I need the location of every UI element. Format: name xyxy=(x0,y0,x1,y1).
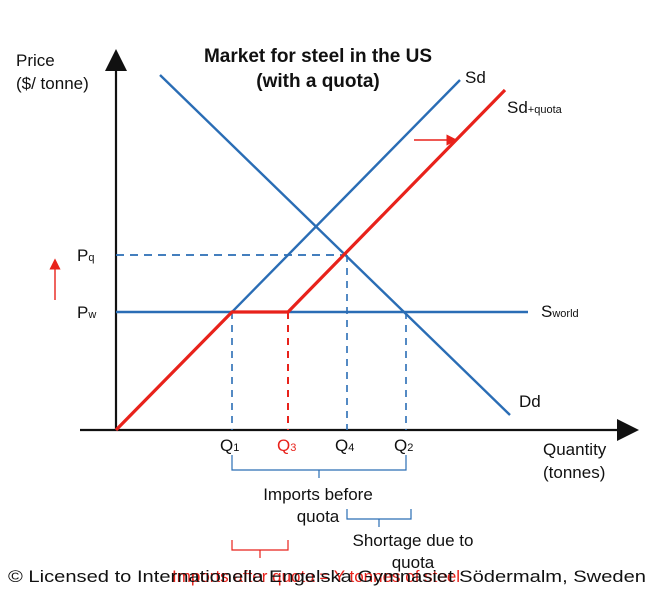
q4-label-sub: 4 xyxy=(348,442,354,454)
q4-label: Q4 xyxy=(335,436,354,455)
imports-before-bracket xyxy=(231,455,407,478)
sworld-label-main: S xyxy=(541,302,552,321)
sd-label: Sd xyxy=(465,68,486,87)
pq-label-main: P xyxy=(77,246,88,265)
imports-after-bracket xyxy=(231,540,289,558)
q3-label: Q3 xyxy=(277,436,296,455)
chart-title-line1: Market for steel in the US xyxy=(204,46,432,67)
dd-label: Dd xyxy=(519,392,541,411)
imports-before-label-line2: quota xyxy=(297,507,340,526)
q4-label-main: Q xyxy=(335,436,348,455)
q1-label-main: Q xyxy=(220,436,233,455)
shortage-label-line1: Shortage due to xyxy=(353,531,474,550)
q1-label: Q1 xyxy=(220,436,239,455)
sd-quota-label-main: Sd xyxy=(507,98,528,117)
q2-label-sub: 2 xyxy=(407,442,413,454)
pw-label-sub: w xyxy=(87,309,96,321)
q1-label-sub: 1 xyxy=(233,442,239,454)
shortage-bracket xyxy=(346,509,412,527)
sworld-label-sub: world xyxy=(551,308,578,320)
imports-after-label: Imports after quota = Y tonnes of steel xyxy=(172,567,460,586)
pq-label-sub: q xyxy=(88,252,94,264)
imports-before-label-line1: Imports before xyxy=(263,485,373,504)
q3-label-sub: 3 xyxy=(290,442,296,454)
x-axis-label-line1: Quantity xyxy=(543,440,607,459)
sworld-label: Sworld xyxy=(541,302,579,321)
shortage-label-line2: quota xyxy=(392,553,435,572)
supply-plus-quota-curve xyxy=(114,88,507,432)
demand-curve xyxy=(159,74,511,416)
sd-quota-label: Sd+quota xyxy=(507,98,563,117)
pq-label: Pq xyxy=(77,246,94,265)
q2-label: Q2 xyxy=(394,436,413,455)
chart-title-line2: (with a quota) xyxy=(256,71,379,92)
pw-label: Pw xyxy=(77,303,96,322)
y-axis-label-line1: Price xyxy=(16,51,55,70)
license-footer: © Licensed to Internationella Engelska G… xyxy=(8,567,646,586)
pw-label-main: P xyxy=(77,303,88,322)
q3-label-main: Q xyxy=(277,436,290,455)
x-axis-label-line2: (tonnes) xyxy=(543,463,605,482)
y-axis-label-line2: ($/ tonne) xyxy=(16,74,89,93)
sd-quota-label-sub: +quota xyxy=(528,104,563,116)
q2-label-main: Q xyxy=(394,436,407,455)
